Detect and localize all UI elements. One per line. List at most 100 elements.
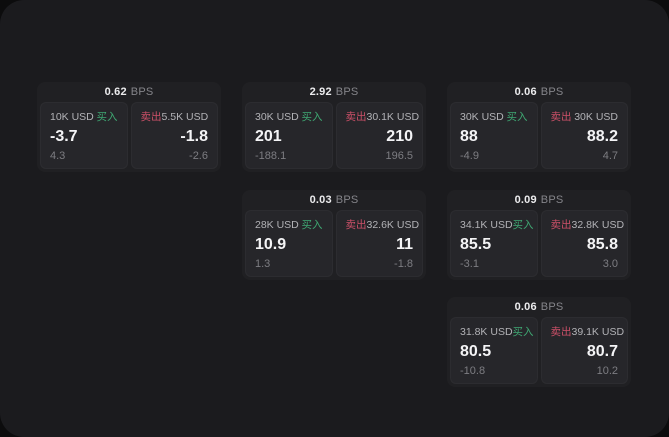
sell-panel[interactable]: 卖出 5.5K USD -1.8 -2.6 — [130, 102, 218, 169]
card-header: 0.62 BPS — [37, 82, 221, 102]
sell-delta: 10.2 — [596, 365, 618, 377]
sell-header-row: 卖出 30.1K USD — [345, 109, 420, 124]
buy-delta: -10.8 — [460, 365, 486, 377]
buy-header-row: 31.8K USD 买入 — [460, 324, 534, 339]
sell-panel[interactable]: 卖出 30K USD 88.2 4.7 — [540, 102, 628, 169]
buy-panel[interactable]: 28K USD 买入 10.9 1.3 — [245, 210, 333, 277]
sell-label: 卖出 — [550, 326, 572, 338]
sell-panel[interactable]: 卖出 32.8K USD 85.8 3.0 — [540, 210, 628, 277]
card-header: 2.92 BPS — [242, 82, 426, 102]
bps-value: 0.06 — [514, 301, 537, 313]
card-body: 28K USD 买入 10.9 1.3 卖出 32.6K USD 11 -1.8 — [242, 210, 426, 280]
bps-unit-label: BPS — [540, 86, 564, 98]
buy-delta: -3.1 — [460, 258, 479, 270]
sell-header-row: 卖出 30K USD — [551, 109, 619, 124]
buy-label: 买入 — [506, 111, 528, 123]
card-body: 34.1K USD 买入 85.5 -3.1 卖出 32.8K USD 85.8… — [447, 210, 631, 280]
sell-delta: -1.8 — [394, 258, 413, 270]
bps-value: 0.03 — [309, 194, 332, 206]
sell-delta: 4.7 — [602, 150, 618, 162]
quote-card[interactable]: 0.09 BPS 34.1K USD 买入 85.5 -3.1 卖出 32.8K … — [447, 190, 631, 280]
buy-header-row: 10K USD 买入 — [50, 109, 118, 124]
bps-value: 0.62 — [104, 86, 127, 98]
quote-card[interactable]: 2.92 BPS 30K USD 买入 201 -188.1 卖出 30.1K U… — [242, 82, 426, 172]
buy-label: 买入 — [96, 111, 118, 123]
buy-delta: 4.3 — [50, 150, 66, 162]
bps-unit-label: BPS — [335, 86, 359, 98]
buy-panel[interactable]: 30K USD 买入 88 -4.9 — [450, 102, 538, 169]
sell-header-row: 卖出 32.6K USD — [345, 217, 420, 232]
sell-header-row: 卖出 5.5K USD — [141, 109, 209, 124]
buy-amount: 30K USD — [460, 111, 504, 123]
quote-card[interactable]: 0.06 BPS 30K USD 买入 88 -4.9 卖出 30K USD 88… — [447, 82, 631, 172]
bps-unit-label: BPS — [335, 194, 359, 206]
sell-value: 85.8 — [586, 236, 618, 253]
sell-amount: 32.8K USD — [571, 219, 625, 231]
sell-header-row: 卖出 39.1K USD — [550, 324, 625, 339]
buy-panel[interactable]: 30K USD 买入 201 -188.1 — [245, 102, 333, 169]
sell-amount: 32.6K USD — [366, 219, 420, 231]
bps-value: 0.06 — [514, 86, 537, 98]
buy-header-row: 30K USD 买入 — [460, 109, 528, 124]
sell-amount: 5.5K USD — [161, 111, 209, 123]
sell-amount: 39.1K USD — [571, 326, 625, 338]
sell-label: 卖出 — [345, 111, 367, 123]
sell-amount: 30K USD — [574, 111, 618, 123]
card-header: 0.09 BPS — [447, 190, 631, 210]
bps-value: 2.92 — [309, 86, 332, 98]
bps-unit-label: BPS — [540, 194, 564, 206]
buy-amount: 10K USD — [50, 111, 94, 123]
buy-panel[interactable]: 34.1K USD 买入 85.5 -3.1 — [450, 210, 538, 277]
sell-amount: 30.1K USD — [366, 111, 420, 123]
card-body: 10K USD 买入 -3.7 4.3 卖出 5.5K USD -1.8 -2.… — [37, 102, 221, 172]
buy-value: 80.5 — [460, 343, 492, 360]
bps-unit-label: BPS — [130, 86, 154, 98]
sell-delta: 196.5 — [385, 150, 413, 162]
buy-header-row: 28K USD 买入 — [255, 217, 323, 232]
quote-card[interactable]: 0.06 BPS 31.8K USD 买入 80.5 -10.8 卖出 39.1K… — [447, 297, 631, 387]
buy-value: 88 — [460, 128, 478, 145]
sell-delta: -2.6 — [189, 150, 208, 162]
sell-label: 卖出 — [140, 111, 162, 123]
buy-delta: -188.1 — [255, 150, 287, 162]
buy-delta: -4.9 — [460, 150, 479, 162]
sell-header-row: 卖出 32.8K USD — [550, 217, 625, 232]
buy-delta: 1.3 — [255, 258, 271, 270]
card-header: 0.06 BPS — [447, 82, 631, 102]
quote-card[interactable]: 0.03 BPS 28K USD 买入 10.9 1.3 卖出 32.6K USD… — [242, 190, 426, 280]
card-header: 0.03 BPS — [242, 190, 426, 210]
card-header: 0.06 BPS — [447, 297, 631, 317]
sell-value: 80.7 — [586, 343, 618, 360]
buy-label: 买入 — [512, 219, 534, 231]
buy-value: 85.5 — [460, 236, 492, 253]
sell-value: 210 — [386, 128, 413, 145]
sell-delta: 3.0 — [602, 258, 618, 270]
buy-amount: 28K USD — [255, 219, 299, 231]
sell-value: 88.2 — [586, 128, 618, 145]
buy-amount: 34.1K USD — [460, 219, 513, 231]
buy-value: 201 — [255, 128, 282, 145]
sell-label: 卖出 — [345, 219, 367, 231]
buy-header-row: 30K USD 买入 — [255, 109, 323, 124]
buy-amount: 30K USD — [255, 111, 299, 123]
buy-panel[interactable]: 10K USD 买入 -3.7 4.3 — [40, 102, 128, 169]
bps-value: 0.09 — [514, 194, 537, 206]
buy-value: 10.9 — [255, 236, 287, 253]
card-body: 30K USD 买入 88 -4.9 卖出 30K USD 88.2 4.7 — [447, 102, 631, 172]
sell-panel[interactable]: 卖出 32.6K USD 11 -1.8 — [335, 210, 423, 277]
card-body: 30K USD 买入 201 -188.1 卖出 30.1K USD 210 1… — [242, 102, 426, 172]
sell-panel[interactable]: 卖出 39.1K USD 80.7 10.2 — [540, 317, 628, 384]
buy-label: 买入 — [301, 219, 323, 231]
sell-label: 卖出 — [550, 219, 572, 231]
sell-value: -1.8 — [180, 128, 208, 145]
sell-label: 卖出 — [550, 111, 572, 123]
buy-label: 买入 — [512, 326, 534, 338]
sell-panel[interactable]: 卖出 30.1K USD 210 196.5 — [335, 102, 423, 169]
buy-value: -3.7 — [50, 128, 78, 145]
bps-unit-label: BPS — [540, 301, 564, 313]
buy-label: 买入 — [301, 111, 323, 123]
quote-card[interactable]: 0.62 BPS 10K USD 买入 -3.7 4.3 卖出 5.5K USD … — [37, 82, 221, 172]
buy-panel[interactable]: 31.8K USD 买入 80.5 -10.8 — [450, 317, 538, 384]
buy-amount: 31.8K USD — [460, 326, 513, 338]
